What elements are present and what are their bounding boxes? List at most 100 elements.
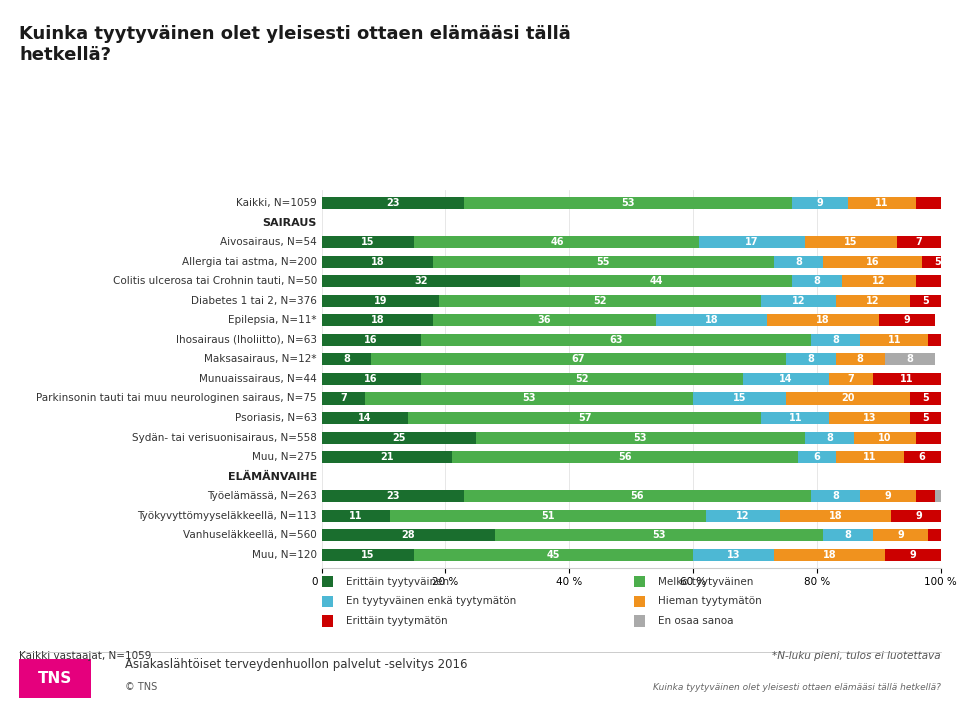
Text: 8: 8 <box>795 257 802 266</box>
Bar <box>495 529 823 541</box>
Bar <box>786 353 835 365</box>
Bar <box>322 275 519 287</box>
Text: Työkyvyttömyyseläkkeellä, N=113: Työkyvyttömyyseläkkeellä, N=113 <box>137 510 317 521</box>
Bar <box>941 548 947 561</box>
Text: 53: 53 <box>621 198 635 208</box>
Text: 8: 8 <box>826 433 832 443</box>
Bar <box>928 529 941 541</box>
Bar <box>873 529 928 541</box>
Bar <box>420 333 811 346</box>
Text: 8: 8 <box>832 491 839 501</box>
Text: Muu, N=275: Muu, N=275 <box>252 452 317 462</box>
Text: Ihosairaus (Iholiitto), N=63: Ihosairaus (Iholiitto), N=63 <box>176 335 317 345</box>
Bar <box>322 314 433 326</box>
Bar <box>440 295 761 307</box>
Bar <box>935 490 941 502</box>
Text: 7: 7 <box>848 374 854 384</box>
Bar <box>879 314 935 326</box>
Text: 18: 18 <box>705 315 718 325</box>
Bar <box>415 548 693 561</box>
Text: 12: 12 <box>736 510 750 521</box>
Bar <box>835 451 903 463</box>
Bar <box>322 490 464 502</box>
Text: 8: 8 <box>906 355 913 364</box>
Bar <box>780 510 891 522</box>
Text: Sydän- tai verisuonisairaus, N=558: Sydän- tai verisuonisairaus, N=558 <box>132 433 317 443</box>
Text: 9: 9 <box>885 491 892 501</box>
Bar <box>885 548 941 561</box>
Text: 16: 16 <box>866 257 879 266</box>
Text: 9: 9 <box>898 530 904 540</box>
Bar <box>916 275 941 287</box>
Text: 45: 45 <box>547 550 561 560</box>
Bar <box>811 333 860 346</box>
Bar <box>322 236 415 248</box>
Text: En osaa sanoa: En osaa sanoa <box>658 616 733 626</box>
Bar <box>322 529 495 541</box>
Text: 13: 13 <box>727 550 740 560</box>
Bar <box>464 197 792 209</box>
Bar <box>916 431 941 443</box>
Text: SAIRAUS: SAIRAUS <box>262 218 317 228</box>
Text: 12: 12 <box>866 296 879 306</box>
Bar <box>420 373 743 385</box>
Text: Hieman tyytymätön: Hieman tyytymätön <box>658 596 761 606</box>
Text: Asiakaslähtöiset terveydenhuollon palvelut -selvitys 2016: Asiakaslähtöiset terveydenhuollon palvel… <box>125 658 468 671</box>
Text: 19: 19 <box>373 296 387 306</box>
Text: 5: 5 <box>934 257 941 266</box>
Text: 13: 13 <box>863 413 876 423</box>
Bar <box>390 510 706 522</box>
Text: 8: 8 <box>857 355 864 364</box>
Bar <box>804 431 854 443</box>
Text: 25: 25 <box>393 433 406 443</box>
Bar <box>322 548 415 561</box>
Text: 9: 9 <box>909 550 916 560</box>
Text: 8: 8 <box>343 355 349 364</box>
Text: Allergia tai astma, N=200: Allergia tai astma, N=200 <box>181 257 317 266</box>
Text: 14: 14 <box>780 374 793 384</box>
Bar <box>928 333 941 346</box>
Text: ELÄMÄNVAIHE: ELÄMÄNVAIHE <box>228 472 317 482</box>
Bar <box>903 451 941 463</box>
Text: 11: 11 <box>876 198 889 208</box>
Bar <box>433 314 656 326</box>
Text: Epilepsia, N=11*: Epilepsia, N=11* <box>228 315 317 325</box>
Text: Kaikki vastaajat, N=1059: Kaikki vastaajat, N=1059 <box>19 651 152 661</box>
Text: 10: 10 <box>878 433 892 443</box>
Bar <box>860 490 916 502</box>
Text: Parkinsonin tauti tai muu neurologinen sairaus, N=75: Parkinsonin tauti tai muu neurologinen s… <box>36 393 317 403</box>
Text: 53: 53 <box>634 433 647 443</box>
Text: 23: 23 <box>386 198 399 208</box>
Text: 56: 56 <box>618 452 632 462</box>
Text: 8: 8 <box>807 355 814 364</box>
Text: Vanhuseläkkeellä, N=560: Vanhuseläkkeellä, N=560 <box>183 530 317 540</box>
Bar <box>761 412 829 424</box>
Bar <box>322 373 420 385</box>
Text: 20: 20 <box>841 393 854 403</box>
Text: 7: 7 <box>340 393 347 403</box>
Bar <box>842 275 916 287</box>
Bar <box>706 510 780 522</box>
Text: 18: 18 <box>371 257 384 266</box>
Bar <box>916 197 941 209</box>
Text: 6: 6 <box>919 452 925 462</box>
Text: 14: 14 <box>358 413 372 423</box>
Text: 56: 56 <box>631 491 644 501</box>
Text: Kuinka tyytyväinen olet yleisesti ottaen elämääsi tällä
hetkellä?: Kuinka tyytyväinen olet yleisesti ottaen… <box>19 25 571 64</box>
Bar <box>792 197 848 209</box>
Bar <box>433 256 774 268</box>
Bar <box>372 353 786 365</box>
Bar <box>767 314 879 326</box>
Text: Muu, N=120: Muu, N=120 <box>252 550 317 560</box>
Text: 6: 6 <box>813 452 821 462</box>
Bar <box>774 548 885 561</box>
Bar <box>451 451 799 463</box>
Bar <box>910 295 941 307</box>
Bar <box>860 333 928 346</box>
Text: 15: 15 <box>844 237 858 247</box>
Text: © TNS: © TNS <box>125 682 157 692</box>
Bar <box>804 236 898 248</box>
Text: 16: 16 <box>365 374 378 384</box>
Bar <box>519 275 792 287</box>
Bar <box>792 275 842 287</box>
